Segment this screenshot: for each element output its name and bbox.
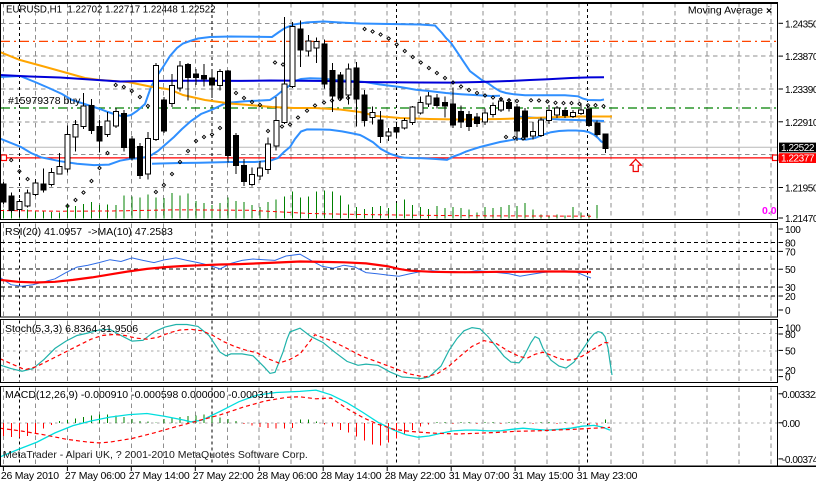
svg-text:28 May 06:00: 28 May 06:00 [257,470,318,482]
svg-text:MetaTrader - Alpari UK, ? 2001: MetaTrader - Alpari UK, ? 2001-2010 Meta… [3,449,308,461]
svg-text:0.00: 0.00 [782,419,801,430]
svg-text:1.24350: 1.24350 [785,19,816,30]
svg-text:1.22377: 1.22377 [781,154,815,165]
svg-text:EURUSD,H1 1.22702 1.22717 1.2: EURUSD,H1 1.22702 1.22717 1.22448 1.2252… [6,5,216,16]
svg-text:26 May 2010: 26 May 2010 [1,470,59,482]
svg-text:1.21950: 1.21950 [785,184,816,195]
svg-text:30: 30 [785,283,796,294]
svg-text:1.22522: 1.22522 [781,143,815,154]
svg-text:-0.00374: -0.00374 [782,455,816,466]
svg-text:27 May 06:00: 27 May 06:00 [65,470,126,482]
svg-text:Stoch(5,3,3) 6.8364 31.9506: Stoch(5,3,3) 6.8364 31.9506 [5,323,138,335]
svg-text:#15979378 buy: #15979378 buy [8,95,81,107]
svg-text:20: 20 [785,292,796,303]
svg-text:50: 50 [785,346,796,357]
svg-text:50: 50 [785,265,796,276]
svg-text:80: 80 [785,239,796,250]
svg-text:100: 100 [785,225,801,236]
svg-text:31 May 07:00: 31 May 07:00 [449,470,510,482]
svg-text:31 May 15:00: 31 May 15:00 [513,470,574,482]
svg-text:28 May 22:00: 28 May 22:00 [385,470,446,482]
svg-text:1.22910: 1.22910 [785,118,816,129]
svg-text:RSI(20) 41.0957 ->MA(10) 47.2: RSI(20) 41.0957 ->MA(10) 47.2583 [5,226,173,238]
svg-text:80: 80 [785,330,796,341]
svg-text:28 May 14:00: 28 May 14:00 [321,470,382,482]
svg-text:0.003322: 0.003322 [782,390,816,401]
svg-text:27 May 22:00: 27 May 22:00 [193,470,254,482]
svg-text:1.23390: 1.23390 [785,85,816,96]
svg-text:27 May 14:00: 27 May 14:00 [129,470,190,482]
svg-text:20: 20 [785,366,796,377]
svg-text:1.23870: 1.23870 [785,52,816,63]
svg-text:MACD(12,26,9) -0.000910 -0.000: MACD(12,26,9) -0.000910 -0.000598 0.0000… [5,389,275,401]
svg-text:Moving Average: Moving Average [688,5,763,17]
svg-text:70: 70 [785,247,796,258]
svg-text:0: 0 [785,306,791,317]
svg-text:100: 100 [785,324,801,335]
svg-text:0: 0 [785,373,791,384]
svg-text:31 May 23:00: 31 May 23:00 [577,470,638,482]
svg-text:1.21470: 1.21470 [785,214,816,225]
svg-text:0.0: 0.0 [762,205,777,217]
svg-text:×: × [766,5,772,17]
